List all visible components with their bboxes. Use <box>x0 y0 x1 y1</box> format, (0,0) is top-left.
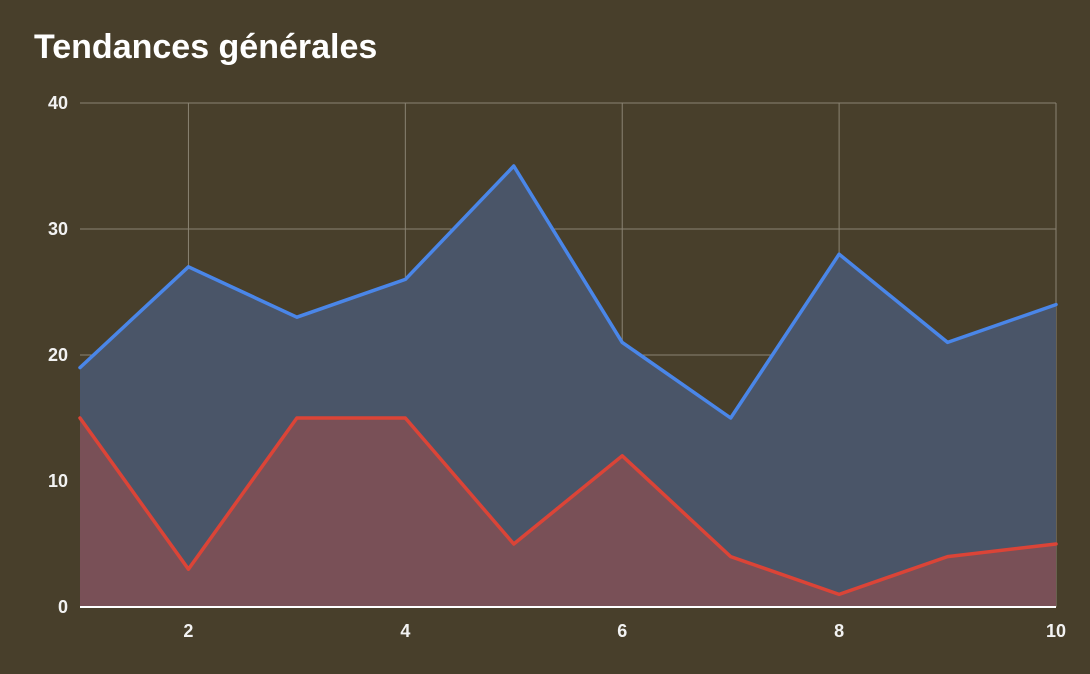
x-tick-label-10: 10 <box>1046 621 1066 641</box>
chart-title: Tendances générales <box>34 28 378 66</box>
series-1-line <box>78 164 1058 420</box>
y-tick-label-30: 30 <box>48 219 68 239</box>
y-tick-label-40: 40 <box>48 93 68 113</box>
x-tick-label-8: 8 <box>834 621 844 641</box>
x-tick-label-4: 4 <box>400 621 410 641</box>
x-tick-label-6: 6 <box>617 621 627 641</box>
y-tick-label-10: 10 <box>48 471 68 491</box>
series-areas <box>80 166 1056 607</box>
series-2-area <box>80 418 1056 607</box>
y-tick-label-20: 20 <box>48 345 68 365</box>
series-2-line <box>78 416 1058 597</box>
series-lines <box>78 164 1058 597</box>
x-tick-label-2: 2 <box>183 621 193 641</box>
y-tick-label-0: 0 <box>58 597 68 617</box>
tick-labels: 0 10 20 30 40 2 4 6 8 10 <box>48 93 1066 641</box>
